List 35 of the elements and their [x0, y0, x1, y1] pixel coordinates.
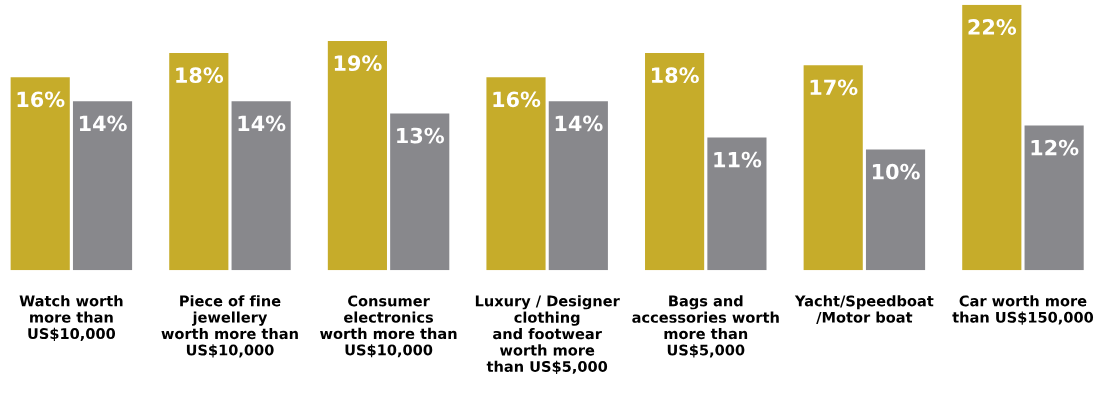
data-label: 16% [17, 91, 65, 108]
bar [707, 137, 767, 271]
x-tick-label: Luxury / Designer clothing and footwear worth more than US$5,000 [475, 295, 620, 374]
data-label: 10% [872, 163, 920, 180]
bar [645, 53, 705, 271]
data-label: 18% [652, 67, 699, 84]
data-label: 17% [810, 79, 858, 96]
bar [865, 149, 926, 271]
x-tick-label: Yacht/Speedboat /Motor boat [794, 295, 934, 324]
data-label: 13% [397, 127, 444, 144]
bar [486, 77, 546, 271]
bar [231, 101, 291, 271]
x-tick-label: Car worth more than US$150,000 [952, 295, 1094, 325]
bar [72, 101, 133, 271]
x-tick-label: Consumer electronics worth more than US$10,000 [320, 295, 457, 358]
data-label: 11% [714, 151, 762, 168]
data-label: 12% [1031, 139, 1079, 156]
bar [548, 101, 608, 271]
data-label: 22% [968, 19, 1017, 35]
data-label: 19% [334, 55, 382, 72]
bar [327, 41, 387, 271]
data-label: 14% [238, 115, 286, 132]
data-label: 16% [493, 91, 541, 108]
bar [962, 4, 1022, 271]
data-label: 14% [79, 115, 127, 132]
x-tick-label: Piece of fine jewellery worth more than US$10,000 [161, 295, 298, 358]
bar [169, 53, 229, 271]
x-tick-label: Bags and accessories worth more than US$5,000 [632, 295, 779, 358]
bar [1024, 125, 1084, 271]
data-label: 18% [176, 67, 224, 84]
bar [803, 65, 863, 271]
bar [10, 77, 70, 271]
bar [390, 113, 450, 271]
x-tick-label: Watch worth more than US$10,000 [19, 295, 123, 342]
data-label: 14% [555, 115, 603, 132]
